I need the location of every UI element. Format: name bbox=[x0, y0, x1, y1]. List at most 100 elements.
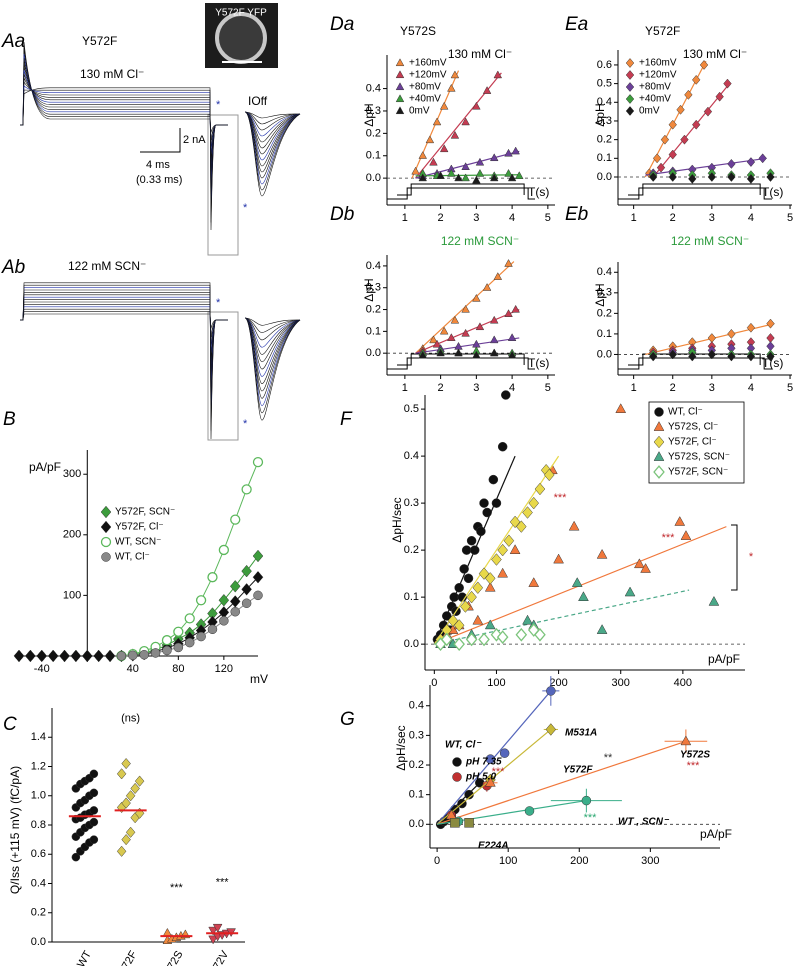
data-point bbox=[746, 157, 756, 167]
y-tick-label: 200 bbox=[63, 529, 81, 541]
legend-marker bbox=[100, 505, 112, 519]
y-tick-label: 1.0 bbox=[31, 790, 46, 802]
data-point bbox=[727, 172, 736, 182]
legend-marker bbox=[653, 435, 665, 449]
data-point bbox=[139, 649, 149, 660]
data-point bbox=[439, 101, 449, 110]
data-point bbox=[472, 293, 481, 302]
x-axis-label: T(s) bbox=[762, 356, 783, 370]
chart-title: Y572F bbox=[645, 24, 680, 38]
data-point bbox=[130, 782, 140, 795]
data-point bbox=[429, 335, 438, 344]
panel-label: C bbox=[3, 714, 17, 735]
data-point bbox=[59, 649, 70, 663]
data-point bbox=[668, 119, 677, 130]
data-point bbox=[680, 735, 692, 746]
data-point bbox=[568, 520, 580, 531]
series-label: WT , SCN⁻ bbox=[618, 817, 670, 828]
data-point bbox=[461, 545, 472, 555]
data-point bbox=[93, 649, 104, 663]
y-tick-label: 0.3 bbox=[366, 105, 381, 117]
data-point bbox=[475, 157, 485, 166]
current-trace bbox=[20, 69, 228, 186]
panel-label: Ea bbox=[565, 14, 588, 35]
legend-marker bbox=[395, 94, 405, 103]
significance: *** bbox=[687, 760, 701, 772]
data-point bbox=[196, 631, 206, 642]
current-trace bbox=[20, 89, 228, 223]
y-tick-label: 0.3 bbox=[597, 287, 612, 299]
data-point bbox=[472, 350, 481, 359]
data-point bbox=[596, 548, 608, 559]
data-point bbox=[82, 649, 93, 663]
data-point bbox=[484, 619, 496, 630]
y-tick-label: 0.0 bbox=[404, 638, 419, 650]
data-point bbox=[25, 649, 36, 663]
x-tick-label: 0 bbox=[434, 855, 440, 867]
data-point bbox=[524, 806, 535, 816]
data-point bbox=[708, 595, 720, 606]
y-tick-label: 0.4 bbox=[597, 96, 612, 108]
data-point bbox=[464, 818, 474, 828]
legend-label: WT, Cl⁻ bbox=[115, 552, 150, 563]
data-point bbox=[241, 564, 252, 578]
x-tick-label: 2 bbox=[670, 382, 676, 394]
fit-line bbox=[415, 308, 520, 354]
y-tick-label: 0.2 bbox=[31, 907, 46, 919]
significance: *** bbox=[216, 876, 230, 888]
data-point bbox=[497, 543, 508, 557]
y-tick-label: 0.0 bbox=[597, 348, 612, 360]
data-point bbox=[633, 558, 645, 569]
y-tick-label: 0.4 bbox=[597, 266, 612, 278]
data-point bbox=[208, 935, 218, 945]
marker: * bbox=[243, 202, 248, 214]
data-point bbox=[230, 606, 240, 617]
voltage-protocol bbox=[397, 183, 525, 196]
data-point bbox=[699, 60, 709, 70]
current-trace bbox=[20, 49, 228, 148]
x-tick-label: 3 bbox=[473, 212, 479, 224]
series-label: Y572F bbox=[563, 765, 593, 776]
data-point bbox=[479, 498, 489, 508]
data-point bbox=[162, 645, 172, 656]
panel-label: Ab bbox=[1, 257, 25, 278]
tail-trace bbox=[244, 317, 301, 421]
y-tick-label: 0.0 bbox=[366, 347, 381, 359]
data-point bbox=[746, 173, 756, 184]
current-trace bbox=[20, 296, 228, 389]
data-point bbox=[484, 572, 496, 585]
data-point bbox=[504, 309, 513, 317]
legend-marker bbox=[452, 772, 462, 782]
y-tick-label: 0.0 bbox=[366, 172, 381, 184]
legend-label: 0mV bbox=[639, 106, 660, 117]
data-point bbox=[746, 322, 756, 333]
data-point bbox=[128, 650, 138, 661]
legend-marker bbox=[100, 520, 112, 534]
legend-marker bbox=[653, 451, 665, 461]
data-point bbox=[47, 649, 59, 663]
panel-label: G bbox=[340, 709, 355, 730]
x-axis-label: T(s) bbox=[528, 185, 549, 199]
data-point bbox=[522, 506, 533, 519]
legend-marker bbox=[625, 58, 635, 68]
y-tick-label: 0.1 bbox=[404, 591, 419, 603]
y-tick-label: 0.2 bbox=[409, 759, 424, 771]
data-point bbox=[688, 351, 697, 362]
data-point bbox=[676, 104, 685, 115]
data-point bbox=[116, 768, 127, 780]
solution: 122 mM SCN⁻ bbox=[68, 259, 146, 273]
y-tick-label: 0.2 bbox=[366, 127, 381, 139]
data-point bbox=[703, 106, 713, 117]
chart-subtitle: 130 mM Cl⁻ bbox=[448, 47, 512, 61]
y-tick-label: 0.5 bbox=[597, 78, 612, 90]
data-point bbox=[489, 315, 499, 324]
x-axis-label: pA/pF bbox=[708, 652, 740, 666]
legend-label: 0mV bbox=[409, 106, 430, 117]
y-tick-label: 0.2 bbox=[597, 134, 612, 146]
data-point bbox=[432, 339, 442, 348]
data-point bbox=[707, 172, 717, 182]
data-point bbox=[507, 333, 517, 341]
x-tick-label: 40 bbox=[127, 663, 139, 675]
fit-line bbox=[434, 589, 690, 645]
y-tick-label: 0.0 bbox=[597, 171, 612, 183]
